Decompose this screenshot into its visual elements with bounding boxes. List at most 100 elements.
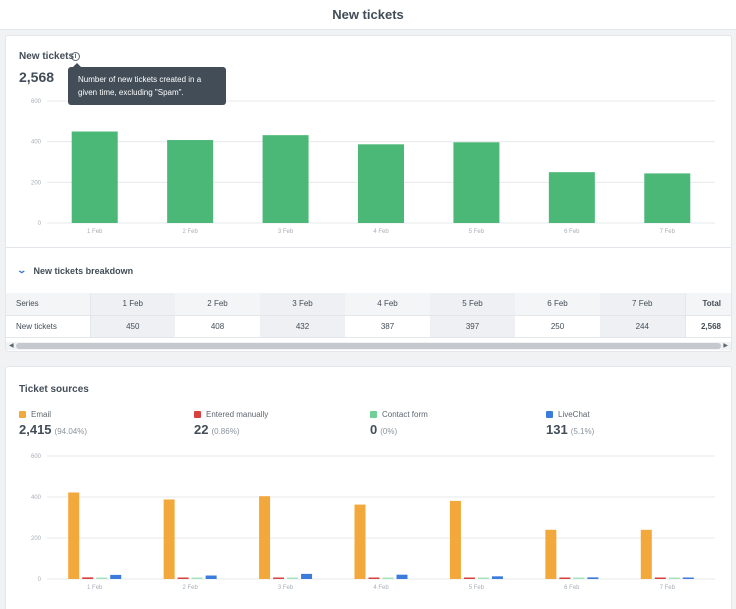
legend-contact-form[interactable]: Contact form 0 (0%) xyxy=(370,410,428,437)
legend-value: 0 xyxy=(370,422,378,437)
y-tick-label: 400 xyxy=(31,495,42,501)
legend-percent: (94.04%) xyxy=(54,427,88,436)
bar xyxy=(205,575,217,579)
legend-label: LiveChat xyxy=(558,410,590,419)
x-tick-label: 7 Feb xyxy=(660,585,676,591)
bar xyxy=(71,131,118,223)
x-tick-label: 6 Feb xyxy=(564,229,580,235)
bar xyxy=(259,496,271,579)
legend-label: Contact form xyxy=(382,410,428,419)
y-tick-label: 200 xyxy=(31,180,42,186)
legend-swatch xyxy=(546,411,553,418)
bar xyxy=(463,577,475,579)
total-header: Total xyxy=(684,293,731,316)
bar xyxy=(682,577,694,579)
ticket-sources-chart: 0 200 400 600 1 Feb 2 Feb 3 Feb 4 Feb 5 Feb 6 Feb… xyxy=(31,454,715,591)
y-tick-label: 0 xyxy=(38,221,42,227)
bar xyxy=(668,577,680,579)
x-tick-label: 2 Feb xyxy=(182,585,198,591)
bar xyxy=(273,577,285,579)
x-tick-label: 4 Feb xyxy=(373,585,389,591)
info-tooltip: Number of new tickets created in a given… xyxy=(68,63,226,105)
bar xyxy=(640,529,652,579)
ticket-sources-title: Ticket sources xyxy=(19,384,89,395)
x-tick-label: 5 Feb xyxy=(469,229,485,235)
bar xyxy=(262,135,309,223)
bar xyxy=(654,577,666,579)
legend-email[interactable]: Email 2,415 (94.04%) xyxy=(19,410,87,437)
series-header: Series xyxy=(6,293,91,316)
x-tick-label: 3 Feb xyxy=(278,585,294,591)
y-tick-label: 0 xyxy=(38,577,42,583)
table-row: New tickets 450 408 432 387 397 250 244 … xyxy=(6,315,731,338)
new-tickets-chart: 0 200 400 600 1 Feb 2 Feb 3 Feb 4 Feb 5 Feb 6 Feb… xyxy=(31,99,715,235)
bar xyxy=(177,577,189,579)
new-tickets-title: New tickets xyxy=(19,51,75,62)
column-header: 2 Feb xyxy=(175,293,260,316)
legend-percent: (0.86%) xyxy=(211,427,240,436)
column-header: 4 Feb xyxy=(345,293,430,316)
ticket-sources-card: Ticket sources Email 2,415 (94.04%) Enter… xyxy=(5,366,732,609)
legend-value: 2,415 xyxy=(19,422,52,437)
page-title: New tickets xyxy=(332,7,404,22)
legend-entered-manually[interactable]: Entered manually 22 (0.86%) xyxy=(194,410,268,437)
bar xyxy=(82,577,94,579)
legend-swatch xyxy=(194,411,201,418)
x-tick-label: 1 Feb xyxy=(87,585,103,591)
x-tick-label: 3 Feb xyxy=(278,229,294,235)
value-cell: 432 xyxy=(260,315,345,338)
bar xyxy=(545,529,557,579)
chevron-down-icon: ⌄ xyxy=(16,265,28,275)
legend-livechat[interactable]: LiveChat 131 (5.1%) xyxy=(546,410,594,437)
legend-value: 131 xyxy=(546,422,568,437)
bar xyxy=(167,140,214,223)
column-header: 7 Feb xyxy=(600,293,685,316)
table-header-row: Series 1 Feb 2 Feb 3 Feb 4 Feb 5 Feb 6 F… xyxy=(6,293,731,316)
value-cell: 397 xyxy=(430,315,515,338)
bar xyxy=(548,172,595,223)
scrollbar-thumb[interactable] xyxy=(16,343,721,349)
x-tick-label: 5 Feb xyxy=(469,585,485,591)
horizontal-scrollbar[interactable]: ◀ ▶ xyxy=(6,342,731,350)
bar xyxy=(644,173,691,223)
y-tick-label: 200 xyxy=(31,536,42,542)
new-tickets-total: 2,568 xyxy=(19,69,55,85)
legend-value: 22 xyxy=(194,422,209,437)
bar xyxy=(368,577,380,579)
breakdown-toggle[interactable]: ⌄ New tickets breakdown xyxy=(16,265,134,276)
bar xyxy=(382,577,394,579)
breakdown-label: New tickets breakdown xyxy=(33,265,134,276)
bar xyxy=(358,144,404,223)
total-cell: 2,568 xyxy=(684,315,731,338)
bar xyxy=(449,500,461,579)
x-tick-label: 1 Feb xyxy=(87,229,103,235)
divider xyxy=(6,247,731,248)
column-header: 1 Feb xyxy=(90,293,175,316)
scroll-right-icon[interactable]: ▶ xyxy=(723,343,728,349)
value-cell: 408 xyxy=(175,315,260,338)
x-tick-label: 6 Feb xyxy=(564,585,580,591)
bar xyxy=(287,577,299,579)
scroll-left-icon[interactable]: ◀ xyxy=(9,343,14,349)
legend-label: Entered manually xyxy=(206,410,269,419)
bar xyxy=(559,577,571,579)
x-tick-label: 2 Feb xyxy=(182,229,198,235)
breakdown-table: Series 1 Feb 2 Feb 3 Feb 4 Feb 5 Feb 6 F… xyxy=(6,293,731,338)
new-tickets-card: New tickets i 2,568 0 200 400 600 1 Feb 2 Feb… xyxy=(5,35,732,352)
y-tick-label: 600 xyxy=(31,454,42,460)
bar xyxy=(491,576,503,579)
legend-swatch xyxy=(370,411,377,418)
info-icon[interactable]: i xyxy=(71,52,80,61)
page-header: New tickets xyxy=(0,0,736,30)
bar xyxy=(477,577,489,579)
bar xyxy=(163,499,175,579)
bar xyxy=(396,574,408,579)
legend-label: Email xyxy=(31,410,52,419)
y-tick-label: 400 xyxy=(31,140,42,146)
bar xyxy=(453,142,500,223)
bar xyxy=(68,492,80,579)
bar xyxy=(191,577,203,579)
bar xyxy=(354,504,366,579)
value-cell: 450 xyxy=(90,315,175,338)
column-header: 6 Feb xyxy=(515,293,600,316)
